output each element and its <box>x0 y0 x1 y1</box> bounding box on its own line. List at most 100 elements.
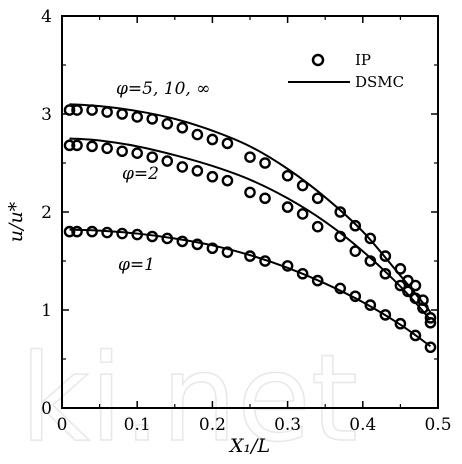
y-axis-title: u/u* <box>5 201 27 242</box>
ip-point <box>206 242 219 255</box>
x-tick-label: 0.1 <box>124 415 151 435</box>
x-tick-label: 0.5 <box>424 415 451 435</box>
ip-point <box>349 290 362 303</box>
ip-point <box>146 151 159 163</box>
ip-point <box>281 169 294 182</box>
ip-point <box>244 250 256 262</box>
ip-point <box>334 282 347 295</box>
ip-point <box>281 260 294 272</box>
ip-point <box>409 329 422 342</box>
legend-ip-label: IP <box>355 51 371 69</box>
annotation-phi-5-10-inf: φ=5, 10, ∞ <box>116 79 210 99</box>
ip-point <box>334 230 347 243</box>
ip-point <box>146 230 159 243</box>
ip-point <box>116 227 128 240</box>
ip-point <box>131 111 143 123</box>
ip-point <box>116 145 128 158</box>
ip-point <box>71 139 83 152</box>
ip-point <box>296 267 309 280</box>
legend: IP DSMC <box>288 51 404 91</box>
ip-point <box>364 232 377 245</box>
ip-point <box>296 179 309 192</box>
y-tick-label: 1 <box>41 301 52 321</box>
ip-point <box>176 121 189 134</box>
ip-point <box>409 279 422 292</box>
ip-point <box>311 220 324 233</box>
ip-point <box>394 279 407 292</box>
ip-point <box>86 225 98 238</box>
legend-ip-marker <box>311 53 325 67</box>
ip-point <box>176 161 189 173</box>
ip-point <box>176 235 189 248</box>
x-tick-label: 0.3 <box>274 415 301 435</box>
ticks: 0 0.1 0.2 0.3 0.4 0.5 0 1 2 3 4 <box>41 7 451 435</box>
x-tick-label: 0 <box>57 415 68 435</box>
dsmc-curve-1 <box>69 103 432 313</box>
ip-point <box>101 106 113 118</box>
ip-point <box>191 238 204 251</box>
ip-point <box>349 219 362 232</box>
ip-point <box>101 142 113 155</box>
ip-point <box>379 309 392 321</box>
ip-point <box>364 255 377 267</box>
ip-point <box>394 263 407 275</box>
x-axis-title: X₁/L <box>228 435 270 457</box>
ip-point <box>259 157 271 169</box>
ip-point <box>206 170 219 183</box>
ip-point <box>63 225 76 238</box>
ip-point <box>221 137 234 150</box>
y-tick-label: 2 <box>41 203 52 223</box>
ip-point <box>379 267 392 280</box>
ip-point <box>63 139 76 152</box>
legend-dsmc-label: DSMC <box>355 73 404 91</box>
ip-point <box>311 192 324 205</box>
ip-point <box>259 192 271 205</box>
ip-point <box>161 232 174 245</box>
x-tick-label: 0.4 <box>349 415 376 435</box>
ip-point <box>349 245 362 257</box>
annotation-phi-2: φ=2 <box>122 164 159 184</box>
ip-point <box>161 155 174 167</box>
x-tick-label: 0.2 <box>199 415 226 435</box>
ip-point <box>71 225 83 238</box>
ip-point <box>221 246 234 258</box>
ip-point <box>244 186 256 199</box>
ip-point <box>424 316 437 329</box>
ip-point <box>259 255 271 267</box>
y-tick-label: 4 <box>41 7 52 27</box>
ip-point <box>334 206 347 218</box>
ip-point <box>161 118 174 130</box>
ip-point <box>71 104 83 116</box>
series-lines <box>69 103 432 348</box>
ip-point <box>146 113 159 125</box>
ip-point <box>402 285 414 298</box>
ip-point <box>417 294 429 307</box>
ip-point <box>424 312 437 324</box>
ip-point <box>364 299 377 311</box>
ip-point <box>417 302 429 314</box>
ip-point <box>379 250 392 262</box>
ip-point <box>131 228 143 241</box>
ip-point <box>424 341 437 354</box>
ip-point <box>191 128 204 141</box>
y-tick-label: 0 <box>41 399 52 419</box>
ip-point <box>281 201 294 213</box>
ip-point <box>86 104 98 116</box>
ip-point <box>206 133 219 146</box>
ip-point <box>394 317 407 330</box>
ip-point <box>244 151 256 163</box>
series-points <box>63 104 437 354</box>
annotation-phi-1: φ=1 <box>118 255 155 275</box>
ip-point <box>131 147 143 159</box>
ip-point <box>221 174 234 187</box>
ip-point <box>296 208 309 220</box>
watermark: ki.net <box>20 330 358 464</box>
ip-point <box>311 274 324 287</box>
ip-point <box>116 108 128 120</box>
ip-point <box>101 226 113 239</box>
ip-point <box>63 104 76 116</box>
ip-point <box>86 140 98 153</box>
y-tick-label: 3 <box>41 105 52 125</box>
ip-point <box>409 292 422 305</box>
